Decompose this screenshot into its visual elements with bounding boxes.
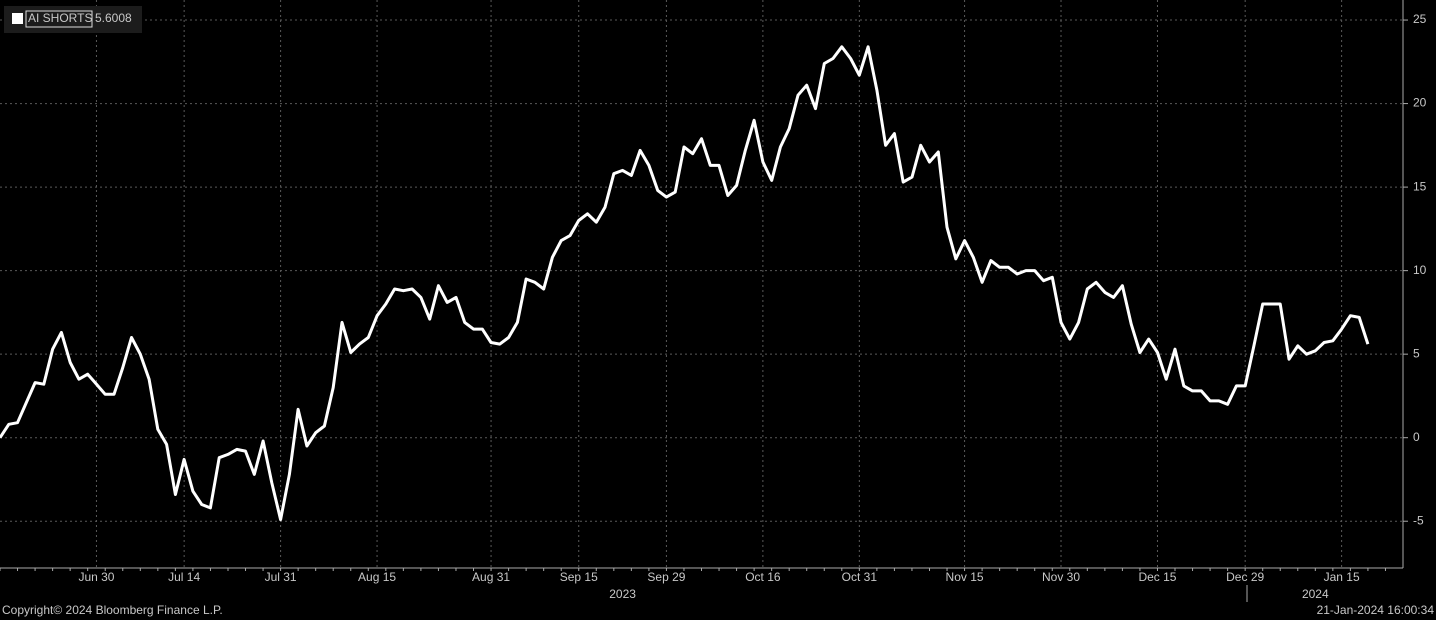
legend-name: AI SHORTS: [28, 11, 92, 25]
y-tick-label: 10: [1413, 263, 1427, 277]
x-tick-label: Dec 15: [1138, 570, 1176, 584]
line: [0, 45, 1370, 522]
legend-name-box: [25, 10, 93, 28]
x-tick-label: Jul 14: [168, 570, 200, 584]
timestamp: 21-Jan-2024 16:00:34: [1317, 603, 1435, 617]
x-tick-label: Jun 30: [78, 570, 114, 584]
year-label: 2024: [1302, 587, 1329, 601]
x-tick-label: Nov 15: [946, 570, 984, 584]
y-tick-label: -5: [1413, 513, 1424, 527]
x-tick-label: Nov 30: [1042, 570, 1080, 584]
x-tick-label: Aug 15: [358, 570, 396, 584]
y-tick-label: 5: [1413, 346, 1420, 360]
x-tick-label: Aug 31: [472, 570, 510, 584]
year-label: 2023: [609, 587, 636, 601]
x-tick-label: Sep 29: [647, 570, 685, 584]
x-tick-label: Dec 29: [1226, 570, 1264, 584]
x-tick-label: Jan 15: [1324, 570, 1360, 584]
legend-value: 5.6008: [95, 11, 132, 25]
y-tick-label: 0: [1413, 430, 1420, 444]
y-tick-label: 25: [1413, 12, 1427, 26]
x-tick-label: Sep 15: [560, 570, 598, 584]
legend-swatch: [12, 13, 23, 24]
x-tick-label: Jul 31: [265, 570, 297, 584]
y-tick-label: 20: [1413, 96, 1427, 110]
y-tick-label: 15: [1413, 179, 1427, 193]
copyright: Copyright© 2024 Bloomberg Finance L.P.: [2, 603, 223, 617]
x-tick-label: Oct 16: [745, 570, 781, 584]
x-tick-label: Oct 31: [842, 570, 878, 584]
legend: AI SHORTS 5.6008: [4, 6, 142, 33]
